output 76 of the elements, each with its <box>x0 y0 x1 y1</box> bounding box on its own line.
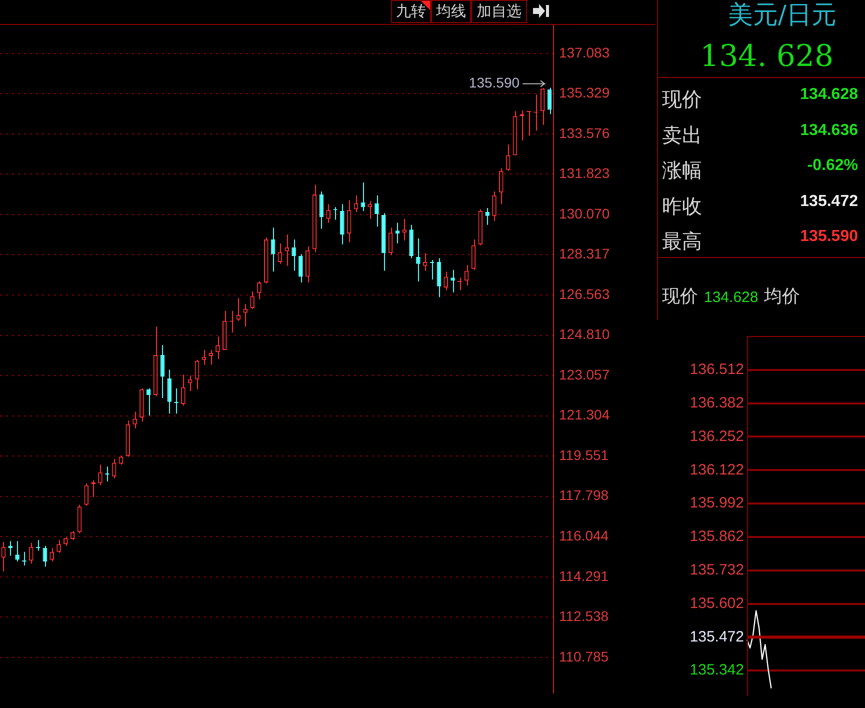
y-tick-label: 130.070 <box>559 205 610 222</box>
y-tick-label: 133.576 <box>559 124 610 141</box>
text: 134.628 <box>704 289 758 306</box>
annotation: 135.590 <box>468 74 520 91</box>
text: 现价 <box>662 286 698 306</box>
candlestick <box>292 239 296 272</box>
text: 135.590 <box>800 228 858 246</box>
candlestick <box>216 336 220 360</box>
text: 昨收 <box>662 196 702 218</box>
y-tick-label: 110.785 <box>559 648 609 664</box>
candlestick <box>250 290 254 310</box>
y-tick-label: 135.342 <box>690 662 744 679</box>
y-tick-label: 136.512 <box>690 361 744 378</box>
y-tick-label: 112.538 <box>559 608 609 624</box>
candlestick <box>450 269 455 293</box>
y-tick-label: 128.317 <box>559 246 610 262</box>
candlestick <box>146 388 151 416</box>
candlestick <box>132 411 137 429</box>
y-tick-label: 117.798 <box>559 487 609 504</box>
text: 最高 <box>662 231 702 253</box>
y-tick-label: 136.252 <box>690 428 744 445</box>
y-tick-label: 135.862 <box>690 528 744 546</box>
candlestick <box>208 350 213 366</box>
text: 134.636 <box>800 122 858 140</box>
candlestick <box>167 369 172 414</box>
y-tick-label: 116.044 <box>559 527 609 544</box>
text: 卖出 <box>662 124 702 146</box>
y-tick-label: 137.083 <box>559 44 610 60</box>
y-tick-label: 136.382 <box>690 394 744 412</box>
candlestick <box>540 88 545 126</box>
text: 涨幅 <box>662 160 702 182</box>
y-tick-label: 135.472 <box>690 628 744 646</box>
candlestick <box>56 539 61 554</box>
candlestick <box>326 204 330 224</box>
candlestick <box>50 547 54 562</box>
text: 加自选 <box>471 0 527 23</box>
text: 美元/日元 <box>728 0 838 30</box>
y-tick-label: 131.823 <box>559 165 610 182</box>
candlestick <box>430 259 434 280</box>
candlestick <box>368 200 372 220</box>
candlestick <box>374 194 379 228</box>
y-tick-label: 119.551 <box>559 446 609 463</box>
candlestick <box>243 304 248 328</box>
text: 九转 <box>391 0 431 23</box>
candlestick <box>188 374 192 392</box>
y-tick-label: 135.329 <box>559 84 610 101</box>
y-tick-label: 126.563 <box>559 286 610 302</box>
y-tick-label: 136.122 <box>690 461 744 478</box>
candlestick <box>181 374 186 406</box>
text: 均价 <box>764 286 800 306</box>
y-tick-label: 135.992 <box>690 494 744 512</box>
y-tick-label: 135.602 <box>690 594 744 612</box>
y-tick-label: 114.291 <box>559 568 609 584</box>
candlestick <box>485 208 490 226</box>
text: -0.62% <box>807 157 858 175</box>
candlestick <box>422 252 428 272</box>
candlestick <box>416 238 420 282</box>
candlestick <box>257 281 262 300</box>
candlestick <box>492 191 496 222</box>
text: 均线 <box>431 0 471 23</box>
text: 135.472 <box>800 192 858 210</box>
candlestick <box>340 204 344 245</box>
candlestick <box>506 144 510 172</box>
candlestick <box>444 271 448 291</box>
text: 现价 <box>662 89 702 111</box>
y-tick-label: 123.057 <box>559 366 610 382</box>
candlestick <box>98 464 102 486</box>
text: 134.628 <box>800 86 858 104</box>
candlestick <box>298 254 303 283</box>
candlestick <box>402 218 407 241</box>
candlestick <box>15 540 20 562</box>
y-tick-label: 124.810 <box>559 326 610 342</box>
y-tick-label: 135.732 <box>690 561 744 578</box>
text: 134. 628 <box>700 39 834 74</box>
y-tick-label: 121.304 <box>559 406 610 423</box>
candlestick <box>499 168 504 205</box>
